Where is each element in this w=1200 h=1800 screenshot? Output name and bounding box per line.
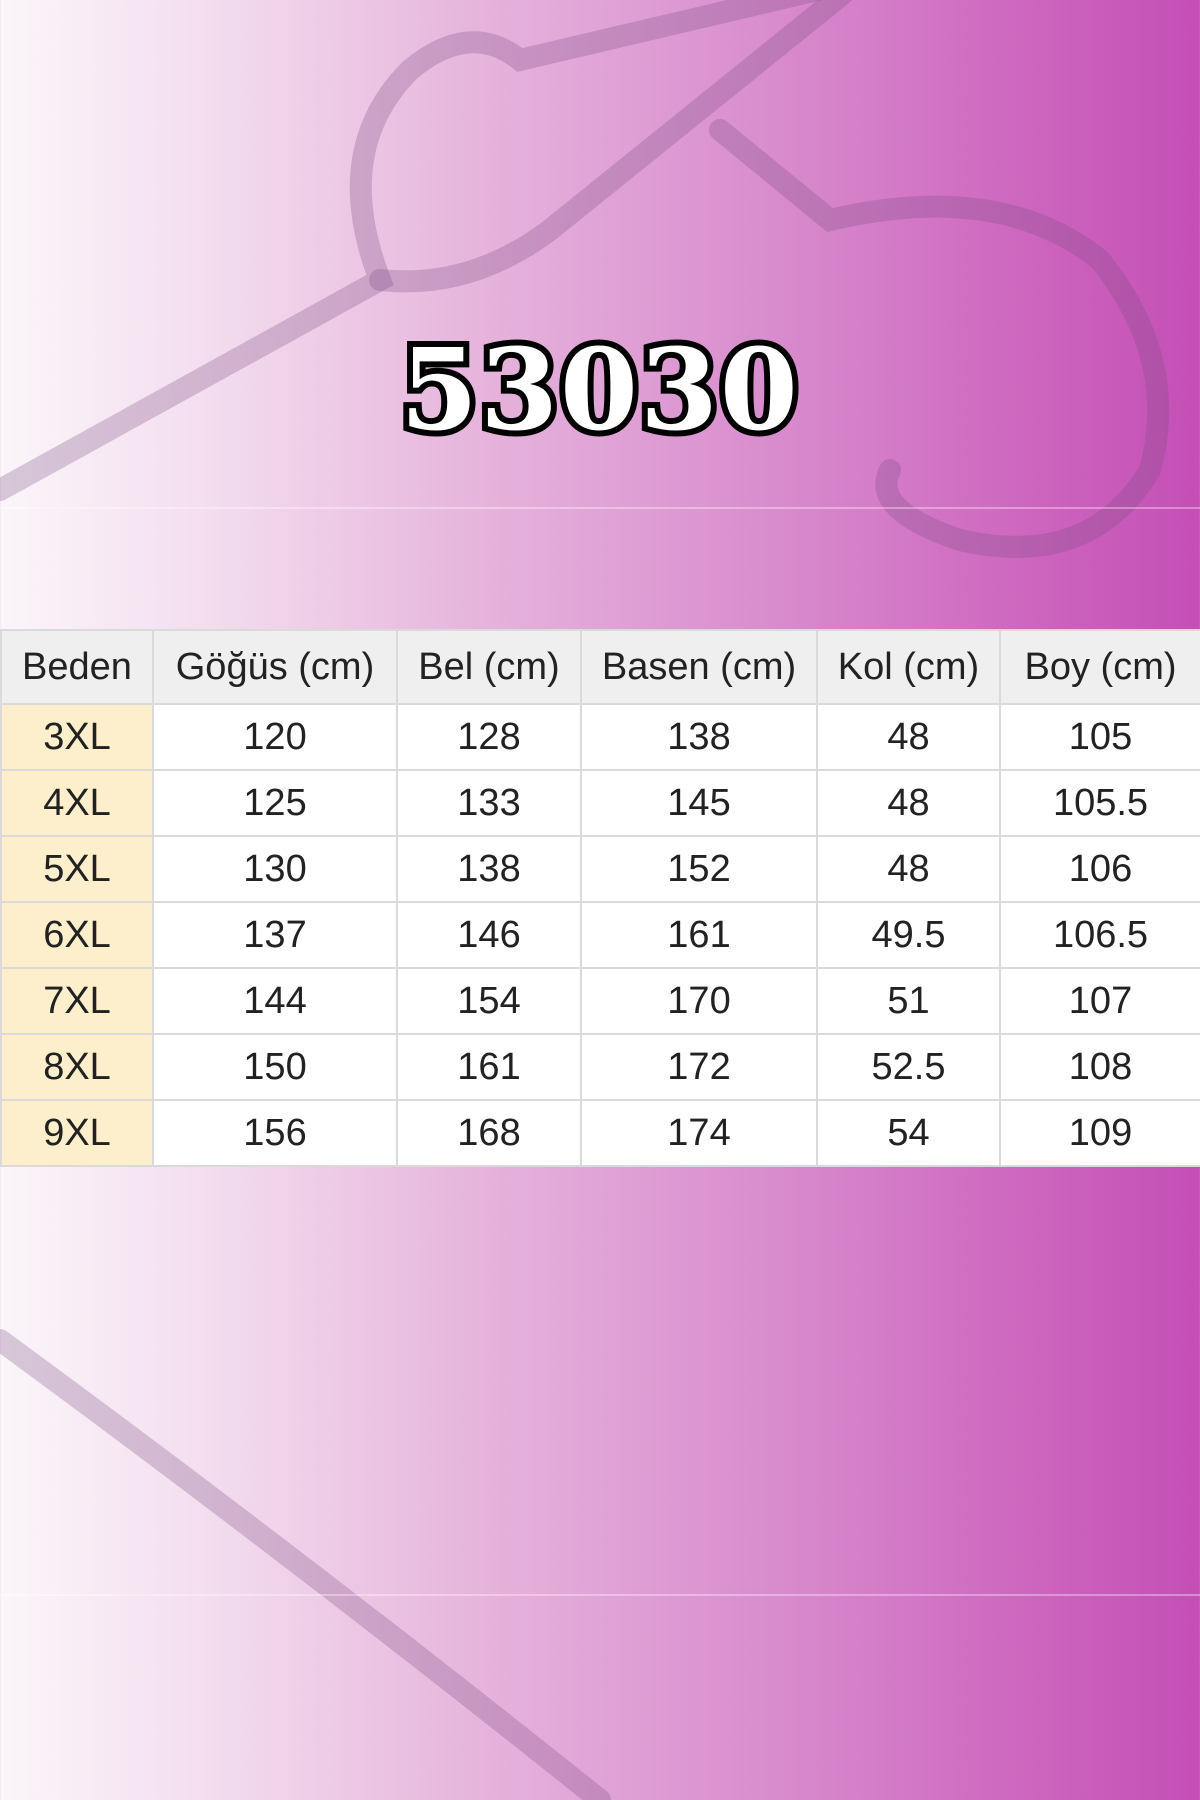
size-cell: 7XL [0,967,154,1035]
measurement-cell: 128 [396,703,582,771]
measurement-cell: 48 [816,835,1001,903]
table-row: 5XL 130 138 152 48 106 [0,835,1200,903]
measurement-cell: 48 [816,769,1001,837]
table-row: 3XL 120 128 138 48 105 [0,703,1200,771]
table-row: 4XL 125 133 145 48 105.5 [0,769,1200,837]
size-cell: 5XL [0,835,154,903]
measurement-cell: 52.5 [816,1033,1001,1101]
size-cell: 9XL [0,1099,154,1167]
measurement-cell: 48 [816,703,1001,771]
column-header: Bel (cm) [396,629,582,705]
measurement-cell: 49.5 [816,901,1001,969]
size-cell: 8XL [0,1033,154,1101]
size-chart-table: Beden Göğüs (cm) Bel (cm) Basen (cm) Kol (cm… [0,629,1200,1167]
measurement-cell: 152 [580,835,818,903]
measurement-cell: 161 [396,1033,582,1101]
measurement-cell: 109 [999,1099,1200,1167]
column-header: Basen (cm) [580,629,818,705]
measurement-cell: 146 [396,901,582,969]
column-header: Göğüs (cm) [152,629,398,705]
measurement-cell: 172 [580,1033,818,1101]
table-row: 6XL 137 146 161 49.5 106.5 [0,901,1200,969]
size-cell: 6XL [0,901,154,969]
measurement-cell: 108 [999,1033,1200,1101]
measurement-cell: 106 [999,835,1200,903]
measurement-cell: 130 [152,835,398,903]
size-cell: 4XL [0,769,154,837]
table-row: 7XL 144 154 170 51 107 [0,967,1200,1035]
column-header: Boy (cm) [999,629,1200,705]
measurement-cell: 107 [999,967,1200,1035]
column-header: Kol (cm) [816,629,1001,705]
measurement-cell: 156 [152,1099,398,1167]
measurement-cell: 105 [999,703,1200,771]
table-row: 8XL 150 161 172 52.5 108 [0,1033,1200,1101]
size-cell: 3XL [0,703,154,771]
measurement-cell: 144 [152,967,398,1035]
measurement-cell: 137 [152,901,398,969]
measurement-cell: 174 [580,1099,818,1167]
measurement-cell: 106.5 [999,901,1200,969]
measurement-cell: 168 [396,1099,582,1167]
measurement-cell: 138 [580,703,818,771]
measurement-cell: 138 [396,835,582,903]
measurement-cell: 133 [396,769,582,837]
measurement-cell: 105.5 [999,769,1200,837]
measurement-cell: 161 [580,901,818,969]
measurement-cell: 54 [816,1099,1001,1167]
measurement-cell: 170 [580,967,818,1035]
measurement-cell: 145 [580,769,818,837]
measurement-cell: 51 [816,967,1001,1035]
measurement-cell: 154 [396,967,582,1035]
table-row: 9XL 156 168 174 54 109 [0,1099,1200,1167]
table-header-row: Beden Göğüs (cm) Bel (cm) Basen (cm) Kol (cm… [0,629,1200,705]
column-header: Beden [0,629,154,705]
measurement-cell: 150 [152,1033,398,1101]
measurement-cell: 120 [152,703,398,771]
product-code-title: 53030 [394,319,804,462]
measurement-cell: 125 [152,769,398,837]
